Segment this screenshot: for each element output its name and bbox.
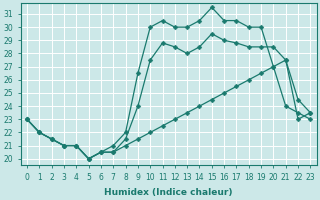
X-axis label: Humidex (Indice chaleur): Humidex (Indice chaleur) — [104, 188, 233, 197]
